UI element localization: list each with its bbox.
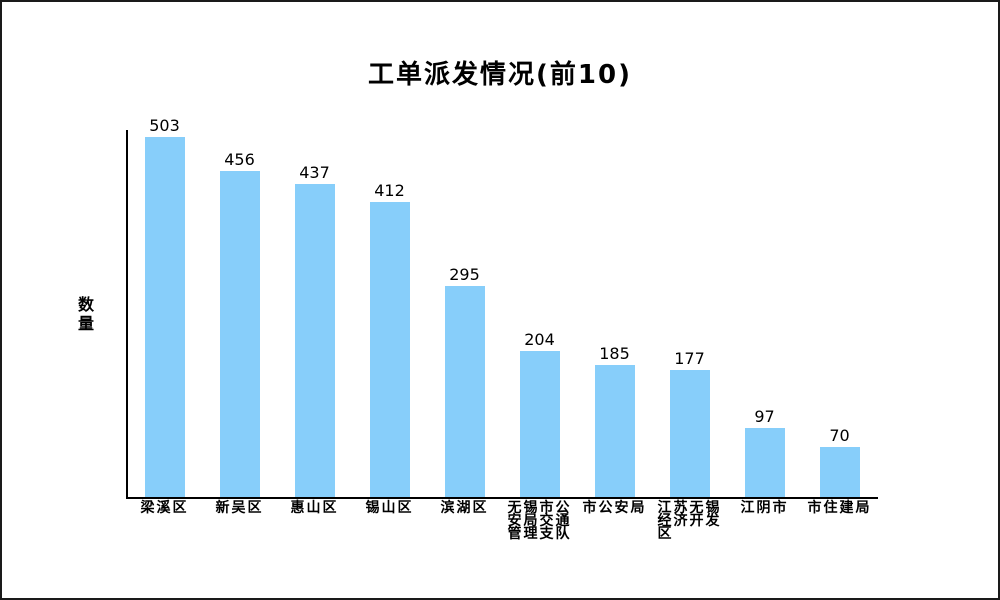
bar-value-label: 97 <box>754 407 775 426</box>
y-axis-line <box>126 130 128 499</box>
x-axis-tick-label: 梁溪区 <box>140 500 189 516</box>
chart-title: 工单派发情况(前10) <box>368 60 632 90</box>
bar-value-label: 204 <box>524 330 555 349</box>
bar <box>519 351 560 497</box>
x-axis-tick-label: 惠山区 <box>290 500 339 516</box>
bar <box>669 370 710 497</box>
bar-value-label: 295 <box>449 265 480 284</box>
bar-value-label: 412 <box>374 181 405 200</box>
x-axis-tick-label: 江苏无锡 经济开发 区 <box>657 500 722 542</box>
bar <box>294 184 335 497</box>
x-axis-tick-label: 新吴区 <box>215 500 264 516</box>
x-axis-tick-label: 锡山区 <box>365 500 414 516</box>
bar <box>594 365 635 497</box>
bar-value-label: 185 <box>599 344 630 363</box>
bar <box>819 447 860 497</box>
x-axis-tick-label: 滨湖区 <box>440 500 489 516</box>
x-axis-tick-label: 市住建局 <box>807 500 872 516</box>
bar-value-label: 503 <box>149 116 180 135</box>
x-axis-tick-label: 无锡市公 安局交通 管理支队 <box>507 500 572 542</box>
bar-value-label: 437 <box>299 163 330 182</box>
x-axis-tick-label: 市公安局 <box>582 500 647 516</box>
bar <box>144 137 185 497</box>
y-axis-label: 数量 <box>77 295 94 333</box>
bar <box>444 286 485 497</box>
bar-value-label: 456 <box>224 150 255 169</box>
bar <box>369 202 410 497</box>
bar-value-label: 70 <box>829 426 850 445</box>
bar-value-label: 177 <box>674 349 705 368</box>
x-axis-line <box>126 497 878 499</box>
x-axis-tick-label: 江阴市 <box>740 500 789 516</box>
bar <box>744 428 785 497</box>
bar <box>219 171 260 497</box>
